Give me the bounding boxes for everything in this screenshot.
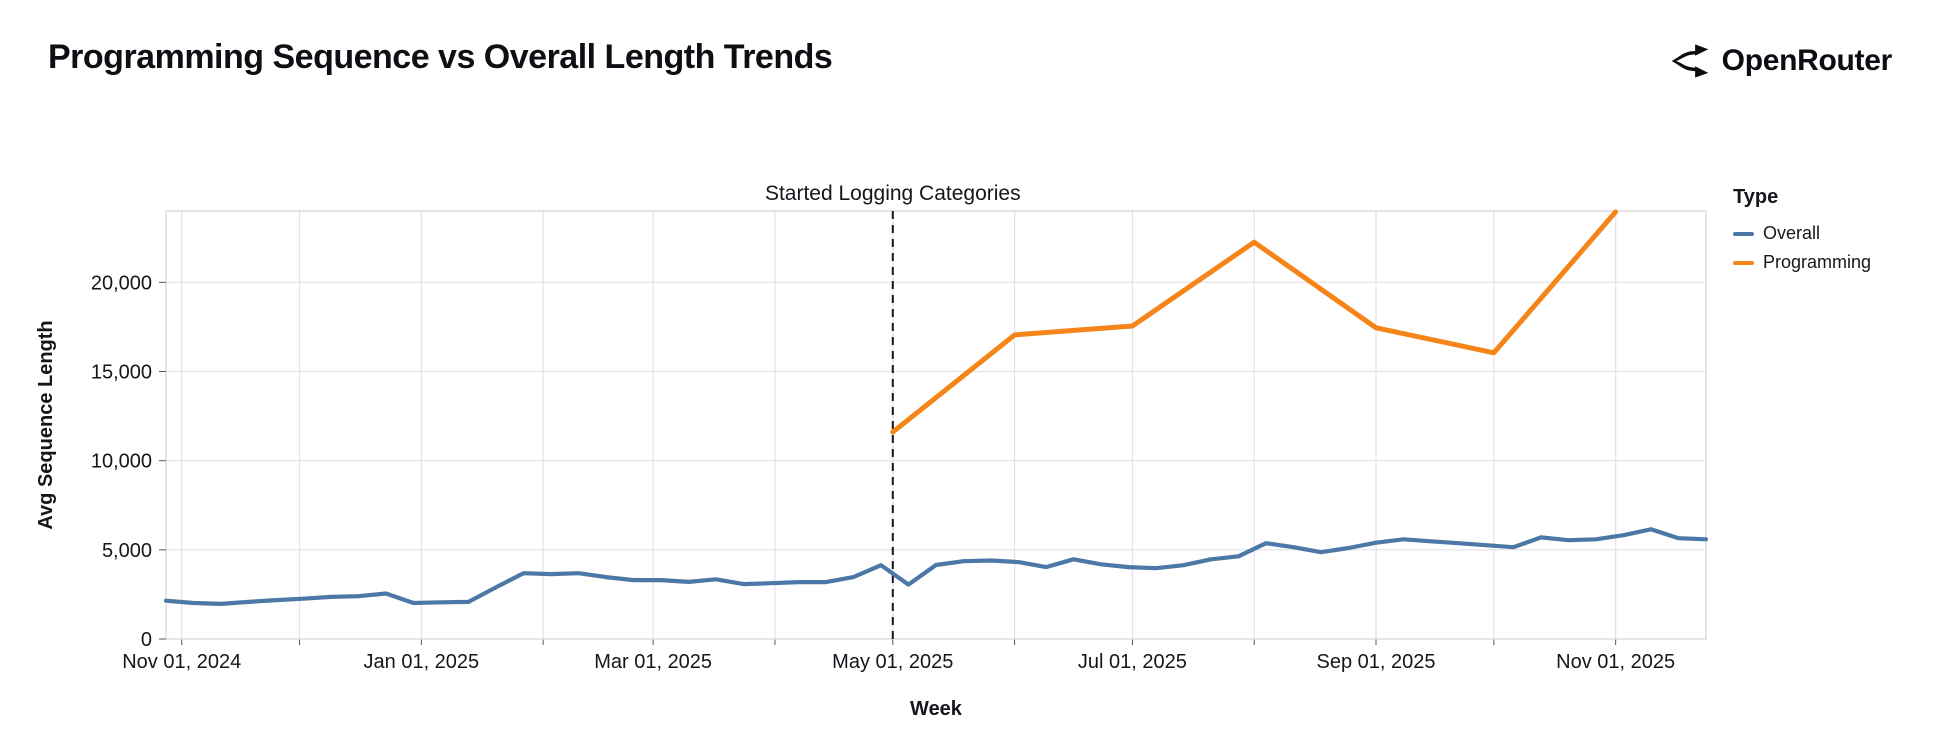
page-title: Programming Sequence vs Overall Length T… <box>48 38 833 76</box>
y-tick-label: 20,000 <box>91 272 152 294</box>
x-tick-label: Jan 01, 2025 <box>364 651 480 673</box>
brand: OpenRouter <box>1668 40 1892 82</box>
x-tick-label: May 01, 2025 <box>832 651 953 673</box>
chart-legend: Type Overall Programming <box>1733 186 1871 281</box>
x-tick-label: Jul 01, 2025 <box>1078 651 1187 673</box>
legend-label: Overall <box>1763 223 1821 243</box>
programming-line-swatch <box>1733 260 1754 265</box>
openrouter-logo-icon <box>1668 40 1710 82</box>
y-axis-title: Avg Sequence Length <box>35 320 57 529</box>
brand-name: OpenRouter <box>1721 44 1893 77</box>
annotation-label: Started Logging Categories <box>765 182 1021 205</box>
y-tick-label: 15,000 <box>91 362 152 384</box>
chart-line-overall[interactable] <box>163 527 1709 606</box>
x-tick-label: Nov 01, 2024 <box>122 651 241 673</box>
x-axis-title: Week <box>910 698 963 720</box>
x-tick-label: Mar 01, 2025 <box>594 651 712 673</box>
plot-border <box>165 210 1707 640</box>
legend-item-overall[interactable]: Overall <box>1733 223 1871 244</box>
x-tick-label: Nov 01, 2025 <box>1556 651 1675 673</box>
y-tick-label: 5,000 <box>102 540 152 562</box>
y-tick-label: 0 <box>141 629 152 651</box>
x-tick-label: Sep 01, 2025 <box>1317 651 1436 673</box>
legend-title: Type <box>1733 186 1779 208</box>
overall-line-swatch <box>1733 231 1754 236</box>
legend-label: Programming <box>1763 252 1872 272</box>
legend-item-programming[interactable]: Programming <box>1733 252 1871 273</box>
chart-line-programming[interactable] <box>890 209 1619 435</box>
y-tick-label: 10,000 <box>91 451 152 473</box>
